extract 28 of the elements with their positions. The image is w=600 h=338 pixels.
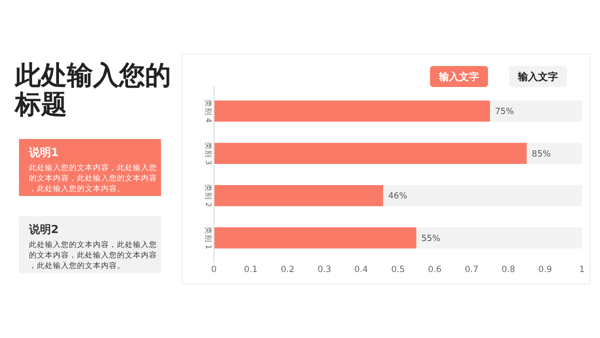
bar bbox=[214, 100, 490, 122]
bar bbox=[490, 100, 582, 122]
legend-item: 输入文字 bbox=[430, 66, 488, 87]
x-tick-label: 0.7 bbox=[464, 265, 478, 275]
x-tick-label: 0.6 bbox=[428, 265, 442, 275]
series-label: 输入文字 bbox=[517, 71, 558, 83]
x-tick-label: 0 bbox=[211, 265, 217, 275]
bar bbox=[526, 142, 582, 164]
data-label: 75% bbox=[495, 107, 514, 118]
x-tick-label: 0.4 bbox=[354, 265, 368, 275]
data-label: 85% bbox=[532, 149, 551, 160]
x-tick-label: 0.1 bbox=[244, 265, 258, 275]
x-tick-label: 0.5 bbox=[391, 265, 405, 275]
bar bbox=[416, 227, 582, 248]
legend-item: 输入文字 bbox=[509, 66, 567, 87]
bar bbox=[214, 142, 527, 164]
x-tick-label: 0.9 bbox=[538, 265, 552, 275]
bar bbox=[214, 227, 416, 248]
bar bbox=[383, 185, 582, 206]
bar bbox=[214, 185, 384, 206]
x-tick-label: 0.2 bbox=[280, 265, 294, 275]
x-tick-label: 0.3 bbox=[318, 265, 332, 275]
x-tick-label: 1 bbox=[579, 265, 585, 275]
data-label: 46% bbox=[388, 192, 408, 202]
data-label: 55% bbox=[421, 234, 440, 244]
x-tick-label: 0.8 bbox=[502, 265, 516, 275]
series-label: 输入文字 bbox=[438, 71, 479, 83]
title: 此处输入您的标题 bbox=[15, 61, 171, 120]
